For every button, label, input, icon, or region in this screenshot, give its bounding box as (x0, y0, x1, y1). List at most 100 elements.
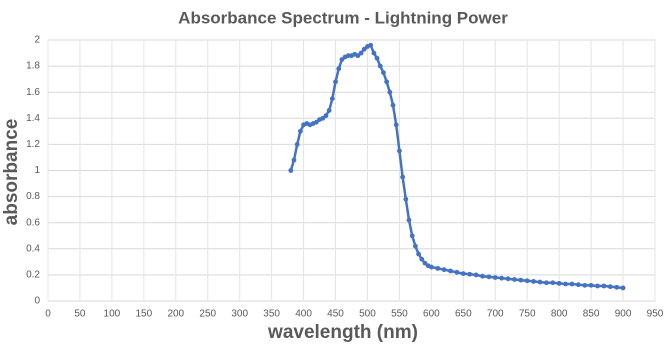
x-tick-label: 100 (104, 309, 121, 320)
data-point (428, 264, 434, 270)
data-point (384, 79, 390, 85)
data-point (473, 272, 479, 278)
data-point (505, 276, 511, 282)
y-tick-label: 0.6 (26, 217, 40, 228)
x-tick-label: 900 (615, 309, 632, 320)
x-tick-label: 0 (45, 309, 51, 320)
data-point (467, 271, 473, 277)
data-point (371, 50, 377, 56)
x-tick-label: 650 (455, 309, 472, 320)
data-point (575, 282, 581, 288)
data-point (537, 279, 543, 285)
x-tick-label: 50 (74, 309, 86, 320)
y-tick-label: 0 (34, 296, 40, 307)
x-tick-label: 150 (135, 309, 152, 320)
x-tick-label: 250 (199, 309, 216, 320)
data-point (288, 168, 294, 173)
data-point (361, 46, 367, 52)
data-point (419, 256, 425, 262)
data-point (416, 251, 421, 257)
x-tick-label: 350 (263, 309, 280, 320)
data-point (412, 243, 418, 249)
y-tick-label: 1.4 (26, 113, 40, 124)
y-tick-label: 1.2 (26, 139, 40, 150)
data-point (607, 284, 613, 290)
x-tick-label: 300 (231, 309, 248, 320)
data-point (499, 275, 505, 281)
data-point (460, 271, 466, 276)
x-tick-label: 850 (583, 309, 600, 320)
data-point (381, 70, 386, 76)
y-tick-label: 0.4 (26, 243, 40, 254)
data-point (569, 281, 575, 287)
data-point (387, 89, 393, 95)
data-point (480, 273, 485, 279)
data-point (441, 267, 447, 273)
data-point (595, 283, 600, 289)
y-tick-label: 0.2 (26, 270, 40, 281)
data-point (448, 268, 453, 274)
data-point (486, 274, 492, 280)
x-tick-label: 800 (551, 309, 568, 320)
data-point (518, 277, 524, 283)
data-point (492, 275, 498, 280)
x-tick-label: 750 (519, 309, 536, 320)
x-tick-label: 500 (359, 309, 376, 320)
x-tick-label: 600 (423, 309, 440, 320)
data-point (563, 281, 568, 287)
data-point (397, 148, 402, 154)
data-point (601, 283, 607, 289)
data-point (409, 233, 415, 239)
data-point (550, 280, 556, 286)
y-tick-label: 1 (34, 165, 40, 176)
data-point (556, 280, 562, 286)
x-tick-label: 450 (327, 309, 344, 320)
data-point (390, 102, 396, 108)
data-line (289, 43, 624, 290)
data-point (531, 279, 536, 284)
data-point (582, 282, 588, 288)
data-point (393, 122, 399, 128)
data-point (588, 282, 594, 288)
data-point (320, 115, 326, 121)
x-tick-label: 400 (295, 309, 312, 320)
data-point (512, 277, 517, 282)
data-point (336, 66, 342, 72)
x-tick-label: 200 (167, 309, 184, 320)
x-tick-label: 550 (391, 309, 408, 320)
data-point (377, 63, 383, 69)
data-point (403, 196, 409, 202)
y-tick-label: 1.6 (26, 87, 40, 98)
data-point (333, 79, 338, 85)
y-tick-label: 0.8 (26, 191, 40, 202)
data-point (614, 284, 620, 290)
y-tick-label: 1.8 (26, 61, 40, 72)
data-point (291, 157, 297, 163)
data-point (422, 260, 428, 266)
y-tick-label: 2 (34, 35, 40, 46)
data-point (355, 53, 361, 59)
data-point (339, 57, 345, 62)
data-point (620, 285, 626, 291)
data-point (524, 278, 530, 284)
data-point (358, 50, 364, 56)
x-tick-label: 950 (647, 309, 664, 320)
y-axis-label: absorbance (1, 119, 22, 226)
data-point (294, 142, 300, 147)
data-point (374, 55, 380, 61)
data-point (368, 42, 374, 48)
data-point (326, 108, 332, 113)
data-point (329, 96, 335, 102)
x-tick-label: 700 (487, 309, 504, 320)
data-point (435, 265, 441, 271)
data-point (313, 119, 319, 125)
data-point (400, 174, 406, 180)
data-point (323, 113, 329, 119)
data-point (406, 217, 412, 223)
chart-title: Absorbance Spectrum - Lightning Power (178, 8, 508, 27)
data-point (454, 269, 460, 275)
data-point (543, 280, 549, 286)
x-axis-label: wavelength (nm) (267, 322, 418, 343)
data-point (297, 128, 303, 134)
